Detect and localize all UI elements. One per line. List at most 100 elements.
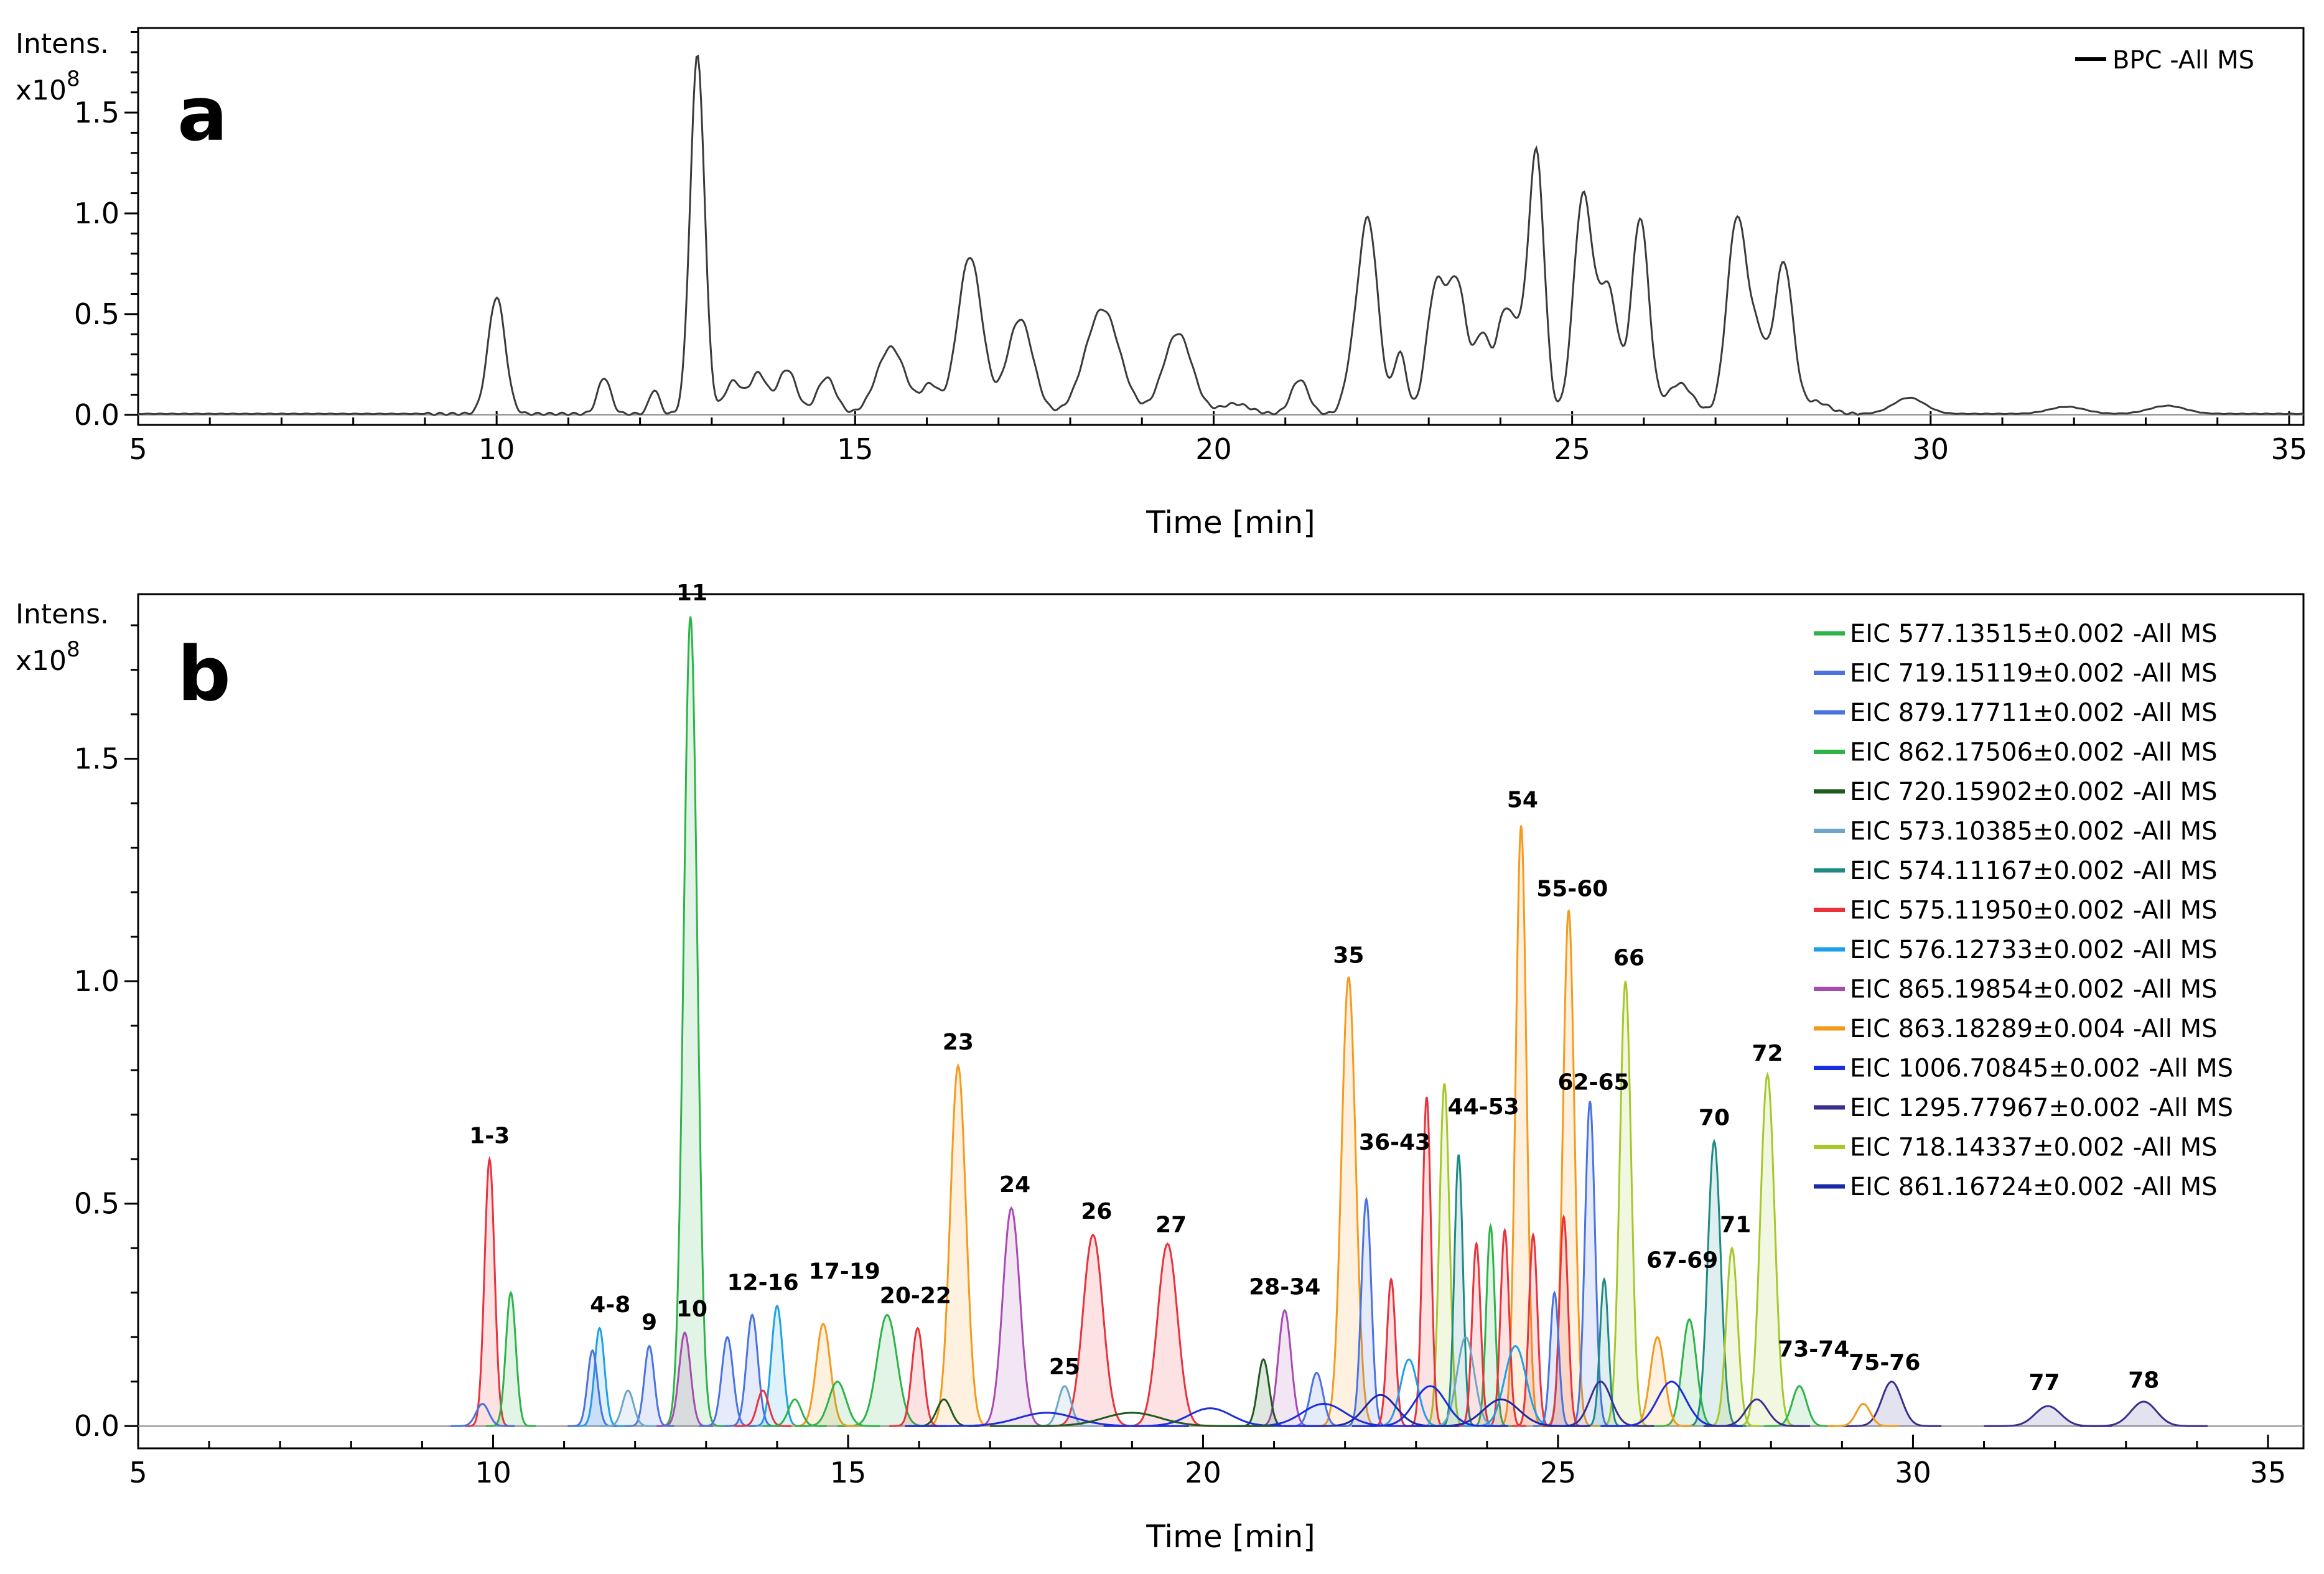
eic-peak-line [905,1412,1189,1427]
peak-label: 70 [1699,1106,1730,1131]
eic-peak-fill [699,1337,756,1427]
peak-label: 67-69 [1646,1248,1718,1274]
eic-peak-fill [1703,1248,1761,1427]
b-x-tick-label: 20 [1185,1456,1221,1489]
peak-label: 73-74 [1778,1337,1849,1362]
eic-peak-line [734,1389,791,1427]
legend-label: EIC 720.15902±0.002 -All MS [1850,778,2218,806]
peak-label: 1-3 [469,1123,510,1148]
b-x-tick-label: 25 [1540,1456,1577,1489]
eic-peak-fill [889,1328,946,1427]
eic-peak-fill [656,616,724,1427]
eic-peak-fill [1597,981,1654,1427]
eic-peak-fill [1284,1372,1349,1427]
a-x-tick-label: 10 [478,432,515,466]
b-x-tick-label: 15 [830,1456,867,1489]
peak-label: 55-60 [1536,876,1608,901]
legend-label: EIC 574.11167±0.002 -All MS [1850,857,2218,885]
peak-label: 10 [676,1297,707,1322]
a-x-tick-label: 5 [129,432,147,466]
legend-label: EIC 861.16724±0.002 -All MS [1850,1173,2218,1201]
eic-peak-line [763,1398,827,1427]
eic-peak-fill [1342,1199,1391,1427]
peak-label: 28-34 [1249,1274,1320,1300]
a-x-tick-label: 30 [1913,432,1949,466]
peak-label: 54 [1507,787,1538,813]
eic-peak-fill [1682,1141,1747,1427]
legend-label: EIC 1295.77967±0.002 -All MS [1850,1094,2233,1122]
peak-label: 71 [1720,1212,1751,1237]
bpc-trace-line [138,54,2304,416]
panel-b-yexp-power: 8 [67,637,80,662]
eic-peak-fill [788,1323,859,1427]
a-x-tick-label: 15 [837,432,874,466]
eic-peak-line [990,1412,1274,1427]
eic-peak-fill [1455,1244,1498,1427]
eic-peak-fill [837,1315,937,1427]
peak-label: 11 [676,580,707,606]
panel-b-letter: b [177,631,231,718]
b-y-tick-label: 1.0 [74,964,119,998]
a-frame [137,27,2305,426]
a-x-tick-label: 35 [2271,432,2308,466]
eic-peak-line [1827,1402,1899,1427]
panel-a-xlabel: Time [min] [1146,505,1315,541]
panel-a-legend: BPC -All MS [2075,46,2254,75]
eic-peak-fill [969,1208,1054,1427]
panel-b-yexp-base: x10 [16,645,67,677]
b-x-tick-label: 10 [475,1456,511,1489]
a-y-tick-label: 1.0 [74,197,119,230]
peak-label: 27 [1155,1212,1187,1237]
eic-peak-fill [1043,1234,1143,1427]
eic-peak-fill [486,1292,536,1427]
eic-peak-fill [464,1159,515,1427]
a-x-tick-label: 20 [1195,432,1232,466]
eic-peak-fill [1763,1385,1835,1427]
peak-label: 36-43 [1359,1130,1430,1155]
peak-label: 66 [1613,945,1645,971]
peak-label: 78 [2128,1368,2159,1394]
eic-peak-fill [749,1306,806,1427]
panel-b-plot-area [450,616,2208,1427]
eic-peak-fill [1313,977,1384,1427]
eic-peak-fill [567,1350,618,1427]
legend-label: EIC 879.17711±0.002 -All MS [1850,699,2218,727]
eic-peak-fill [1483,1230,1526,1427]
eic-peak-line [1732,1071,1803,1427]
b-y-tick-label: 0.0 [74,1409,119,1443]
eic-peak-fill [1732,1074,1803,1427]
b-y-tick-label: 1.5 [74,742,119,776]
eic-peak-fill [1654,1319,1725,1427]
peak-label: 9 [642,1310,657,1336]
a-y-tick-label: 1.5 [74,96,119,129]
panel-b-legend: EIC 577.13515±0.002 -All MS EIC 719.15119… [1814,620,2233,1201]
b-y-tick-label: 0.5 [74,1187,119,1221]
panel-b-ylabel: Intens. [16,598,109,630]
eic-peak-fill [1511,1234,1555,1427]
eic-peak-fill [1533,1292,1576,1427]
panel-a-ylabel: Intens. [16,28,109,60]
legend-label: EIC 719.15119±0.002 -All MS [1850,659,2218,688]
peak-label: 26 [1081,1199,1112,1224]
eic-peak-line [464,1156,515,1427]
panel-b-xlabel: Time [min] [1146,1519,1315,1555]
peak-label: 72 [1752,1041,1783,1066]
eic-peak-fill [1370,1279,1413,1427]
eic-peak-line [1703,1398,1810,1427]
eic-peak-fill [2079,1401,2208,1427]
eic-peak-line [1763,1385,1835,1427]
legend-label: EIC 863.18289±0.004 -All MS [1850,1015,2218,1043]
eic-peak-fill [1437,1155,1480,1427]
peak-label: 23 [943,1030,974,1055]
eic-peak-fill [574,1328,625,1427]
peak-label: 25 [1049,1354,1080,1380]
panel-a: Intens. x108 a 5 10 15 20 25 30 35 0.0 0.5 1.0 1.5… [16,27,2308,541]
eic-peak-fill [1419,1083,1470,1427]
eic-peak-fill [919,1066,997,1427]
eic-peak-fill [624,1346,674,1427]
eic-peak-line [624,1344,674,1427]
panel-a-yexp: x108 [16,67,80,106]
eic-peak-fill [1622,1337,1693,1427]
eic-peak-fill [1494,825,1548,1427]
